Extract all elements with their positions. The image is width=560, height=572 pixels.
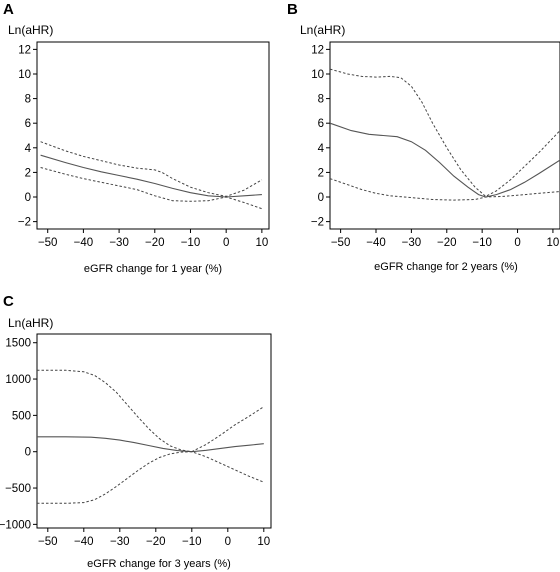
- panel-b-x-tick-label: 10: [547, 237, 560, 249]
- panel-b-y-tick-label: 10: [311, 69, 324, 81]
- panel-a-ci-line-lower: [40, 167, 263, 210]
- panel-a-x-tick-label: 10: [255, 237, 268, 249]
- panel-a-plot-frame: [36, 41, 270, 230]
- panel-a-estimate-line: [40, 154, 262, 198]
- panel-b-series: [329, 68, 560, 201]
- panel-c-x-tick-label: −10: [182, 536, 202, 548]
- panel-a-xlabel: eGFR change for 1 year (%): [84, 263, 222, 275]
- panel-c-ticks: −50 −40 −30 −20 −10 0 10 −1000 −500 0 500 1000 1500: [0, 338, 270, 548]
- panel-b: B Ln(aHR) eGFR change for 2 years (%) −5…: [287, 1, 560, 273]
- panel-b-x-tick-label: −20: [437, 237, 457, 249]
- panel-a-x-tick-label: −20: [145, 237, 165, 249]
- panel-a-y-tick-label: 6: [25, 118, 31, 130]
- panel-b-letter: B: [287, 1, 298, 18]
- panel-a-series: [40, 141, 263, 210]
- panel-c-y-tick-label: 1000: [5, 374, 31, 386]
- panel-c-x-tick-label: 10: [257, 536, 270, 548]
- panel-c-x-tick-label: −30: [110, 536, 130, 548]
- panel-a-y-tick-label: −2: [18, 217, 31, 229]
- panel-a-x-tick-label: −40: [74, 237, 94, 249]
- panel-b-y-tick-label: 12: [311, 44, 324, 56]
- panel-c-estimate-line: [37, 436, 264, 453]
- panel-b-x-tick-label: −40: [366, 237, 386, 249]
- panel-c-ci-line-upper: [37, 369, 265, 453]
- panel-c-x-tick-label: −50: [38, 536, 58, 548]
- panel-a-x-tick-label: 0: [223, 237, 229, 249]
- panel-b-ci-line-upper: [329, 68, 560, 198]
- panel-b-x-tick-label: −10: [472, 237, 492, 249]
- panel-b-plot-frame: [329, 41, 560, 230]
- panel-c-ci-line-lower: [37, 451, 264, 504]
- panel-c-series: [37, 369, 265, 504]
- panel-a-y-tick-label: 12: [18, 44, 31, 56]
- panel-b-y-tick-label: 8: [318, 94, 324, 106]
- panel-b-ci-line-lower: [329, 178, 560, 201]
- panel-b-estimate-line: [329, 122, 560, 198]
- panel-b-x-tick-label: −50: [331, 237, 351, 249]
- panel-b-xlabel: eGFR change for 2 years (%): [374, 261, 518, 273]
- panel-b-y-tick-label: 0: [318, 192, 324, 204]
- panel-a-x-tick-label: −10: [181, 237, 201, 249]
- panel-c-plot-frame: [36, 333, 272, 529]
- panel-a-ci-line-upper: [40, 141, 263, 197]
- panel-b-y-tick-label: 2: [318, 167, 324, 179]
- panel-c-y-tick-label: 500: [12, 410, 31, 422]
- panel-b-y-tick-label: 6: [318, 118, 324, 130]
- panel-a-ylabel: Ln(aHR): [8, 23, 53, 37]
- panel-c-xlabel: eGFR change for 3 years (%): [87, 558, 231, 570]
- panel-a-letter: A: [3, 1, 14, 18]
- panel-c: C Ln(aHR) eGFR change for 3 years (%) −5…: [0, 293, 272, 570]
- panel-c-x-tick-label: −40: [74, 536, 94, 548]
- panel-c-y-tick-label: −1000: [0, 519, 31, 531]
- panel-a: A Ln(aHR) eGFR change for 1 year (%) −50…: [3, 1, 270, 275]
- panel-c-x-tick-label: −20: [146, 536, 166, 548]
- panel-a-y-tick-label: 0: [25, 192, 31, 204]
- panel-c-y-tick-label: −500: [5, 483, 31, 495]
- panel-a-y-tick-label: 2: [25, 167, 31, 179]
- panel-c-ylabel: Ln(aHR): [8, 316, 53, 330]
- panel-a-x-tick-label: −50: [38, 237, 58, 249]
- panel-a-y-tick-label: 4: [25, 143, 32, 155]
- panel-b-y-tick-label: −2: [311, 217, 324, 229]
- panel-a-y-tick-label: 10: [18, 69, 31, 81]
- panel-a-x-tick-label: −30: [109, 237, 129, 249]
- panel-b-y-tick-label: 4: [318, 143, 325, 155]
- panel-a-y-tick-label: 8: [25, 94, 31, 106]
- panel-b-x-tick-label: −30: [402, 237, 422, 249]
- panel-c-y-tick-label: 0: [25, 447, 31, 459]
- panel-c-letter: C: [3, 293, 14, 310]
- panel-c-x-tick-label: 0: [225, 536, 231, 548]
- panel-b-x-tick-label: 0: [514, 237, 520, 249]
- panel-c-y-tick-label: 1500: [5, 338, 31, 350]
- panel-b-ylabel: Ln(aHR): [300, 23, 345, 37]
